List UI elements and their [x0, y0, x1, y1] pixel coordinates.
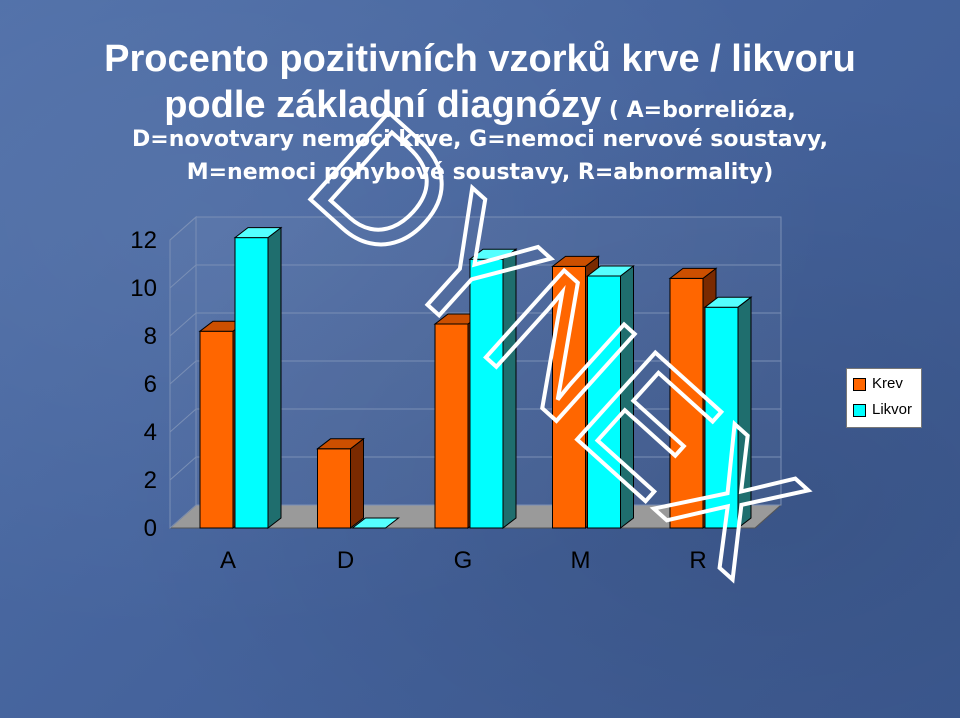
x-tick-label: M	[571, 547, 591, 574]
bar	[586, 264, 635, 530]
y-tick-label: 12	[130, 227, 157, 254]
legend-item-krev: Krev	[853, 375, 903, 393]
legend: Krev Likvor	[846, 368, 922, 428]
gridline	[169, 216, 781, 241]
legend-swatch-likvor	[853, 403, 866, 417]
bar	[351, 517, 400, 529]
chart-title-main: podle základní diagnózy	[164, 84, 602, 126]
chart-subtitle-line1: D=novotvary nemoci krve, G=nemoci nervov…	[132, 127, 828, 152]
chart-subtitle-line2: M=nemoci pohybové soustavy, R=abnormalit…	[186, 160, 774, 185]
legend-label-likvor: Likvor	[872, 401, 913, 418]
x-tick-label: R	[689, 547, 706, 574]
bar	[233, 226, 283, 530]
y-tick-label: 8	[144, 323, 157, 350]
chart-title-line2: podle základní diagnózy ( A=borrelióza,	[0, 84, 960, 127]
x-tick-label: G	[454, 547, 473, 574]
chart-title-line1: Procento pozitivních vzorků krve / likvo…	[104, 38, 856, 80]
y-tick-label: 2	[144, 467, 157, 494]
y-tick-label: 0	[144, 515, 157, 542]
x-tick-label: D	[337, 547, 354, 574]
legend-label-krev: Krev	[872, 375, 903, 392]
y-tick-label: 6	[144, 371, 157, 398]
bar	[316, 437, 365, 530]
y-tick-label: 4	[144, 419, 157, 446]
y-tick-label: 10	[130, 275, 157, 302]
chart-title-rest: ( A=borrelióza,	[601, 98, 796, 123]
legend-swatch-krev	[853, 377, 866, 391]
legend-item-likvor: Likvor	[853, 401, 912, 419]
x-tick-label: A	[220, 547, 236, 574]
bar	[468, 248, 518, 530]
bar	[703, 296, 753, 530]
